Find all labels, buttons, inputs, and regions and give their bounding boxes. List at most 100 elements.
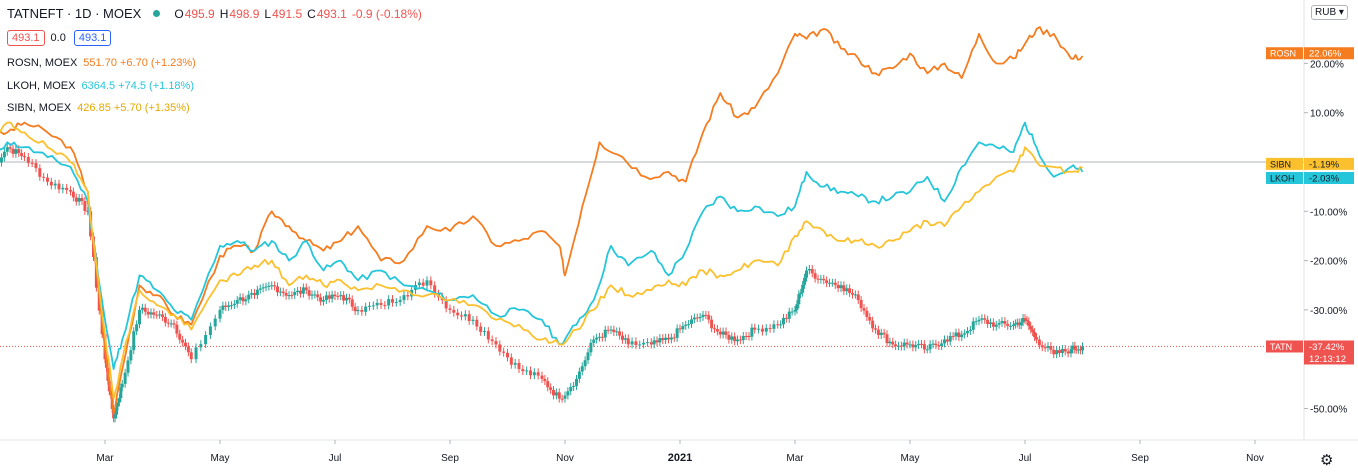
- tatn-candle: [155, 314, 159, 316]
- tatn-candle: [113, 414, 117, 419]
- tatn-candle: [897, 345, 900, 347]
- tatn-candle: [53, 183, 57, 186]
- open-value: 495.9: [184, 6, 215, 21]
- tatn-candle: [383, 304, 387, 306]
- x-axis[interactable]: Mar May Jul Sep Nov 2021 Mar May Jul Sep Nov: [96, 440, 1264, 464]
- chevron-down-icon: ▾: [1338, 7, 1344, 18]
- tatn-candle: [828, 282, 831, 284]
- tatn-candle: [543, 378, 547, 382]
- open-label: O: [174, 6, 184, 21]
- tatn-candle: [678, 328, 682, 330]
- rosn-line: [0, 26, 1084, 415]
- tatn-candle: [753, 327, 757, 330]
- lkoh-price-tag: LKOH -2.03%: [1266, 172, 1354, 185]
- x-tick-label: May: [901, 453, 920, 464]
- tatn-candle: [11, 148, 15, 154]
- tatn-candle: [822, 278, 826, 281]
- tatn-candle: [1040, 345, 1044, 348]
- tatn-candle: [879, 332, 883, 336]
- tatn-candle: [208, 326, 212, 336]
- symbol-title[interactable]: TATNEFT · 1D · MOEX: [7, 6, 142, 21]
- sell-button[interactable]: 493.1: [7, 30, 45, 46]
- tatn-candle: [14, 149, 18, 154]
- tatn-candle: [186, 346, 190, 353]
- tatn-candle: [715, 329, 719, 332]
- tatn-candle: [509, 357, 513, 365]
- tatn-candle: [23, 156, 26, 158]
- tatn-candle: [38, 168, 42, 177]
- currency-selector[interactable]: RUB ▾: [1311, 5, 1348, 20]
- tatn-candle: [977, 319, 981, 322]
- tatn-candle: [664, 337, 668, 341]
- tatn-candle: [8, 147, 12, 149]
- tatn-candle: [902, 342, 906, 347]
- tatn-candle: [598, 336, 601, 338]
- low-value: 491.5: [272, 6, 303, 21]
- close-value: 493.1: [316, 6, 347, 21]
- symbol-header[interactable]: TATNEFT · 1D · MOEX O495.9 H498.9 L491.5…: [7, 6, 422, 21]
- tatn-candle: [513, 362, 517, 365]
- y-tick-label: -50.00%: [1310, 405, 1347, 416]
- tatn-candle: [20, 153, 24, 157]
- tatn-candle: [322, 300, 325, 302]
- tatn-candle: [642, 342, 646, 345]
- tatn-candle: [839, 285, 843, 289]
- tatn-candle: [166, 322, 170, 324]
- rosn-tag-value: 22.06%: [1309, 49, 1342, 60]
- tatn-candle: [34, 163, 38, 169]
- tatn-candle: [704, 314, 708, 316]
- legend-name: ROSN, MOEX: [7, 57, 78, 69]
- high-value: 498.9: [229, 6, 260, 21]
- tatn-candle: [444, 300, 448, 309]
- tatn-candle: [727, 334, 731, 340]
- tatn-candle: [819, 278, 823, 280]
- tatn-candle: [1077, 349, 1081, 351]
- tatn-candle: [560, 398, 564, 400]
- tatn-candle: [1015, 322, 1019, 324]
- tatn-candle: [244, 299, 248, 302]
- tatn-candle: [26, 157, 30, 163]
- tatn-candle: [460, 315, 463, 317]
- tatn-candle: [1060, 348, 1064, 354]
- legend-item-lkoh[interactable]: LKOH, MOEX 6364.5 +74.5 (+1.18%): [7, 80, 194, 92]
- buy-button[interactable]: 493.1: [73, 30, 112, 46]
- tatn-candle: [871, 320, 875, 329]
- tatn-candle: [452, 309, 456, 313]
- rosn-tag-name-bg: [1266, 47, 1303, 60]
- tatn-candle: [768, 328, 772, 330]
- rosn-price-tag: ROSN 22.06%: [1266, 47, 1354, 60]
- tatn-candle: [842, 285, 846, 292]
- x-tick-label: Mar: [96, 453, 114, 464]
- tatn-candle: [1009, 325, 1013, 327]
- legend-item-sibn[interactable]: SIBN, MOEX 426.85 +5.70 (+1.35%): [7, 102, 190, 114]
- tatn-candle: [1049, 346, 1053, 350]
- tatn-candle: [692, 317, 696, 320]
- gear-icon[interactable]: ⚙: [1320, 452, 1334, 469]
- y-tick-label: -20.00%: [1310, 257, 1347, 268]
- tatn-candle: [1000, 321, 1004, 324]
- tatn-tag-label: TATN: [1270, 342, 1292, 352]
- tatn-candle: [479, 326, 483, 332]
- tatn-candle: [859, 300, 863, 309]
- tatn-candle: [77, 197, 81, 202]
- tatn-candle: [152, 312, 156, 315]
- tatn-candle: [86, 211, 90, 213]
- tatn-candle: [304, 287, 308, 291]
- x-tick-label: Sep: [441, 453, 459, 464]
- tatn-candle: [1063, 348, 1067, 352]
- x-tick-label: Jul: [1019, 453, 1032, 464]
- tatn-candle: [1035, 337, 1038, 340]
- tatn-candle: [772, 324, 776, 329]
- tatn-candle: [126, 360, 130, 373]
- tatn-candle: [968, 329, 972, 332]
- tatn-candle: [330, 294, 334, 299]
- lkoh-tag-value-bg: [1304, 172, 1354, 185]
- rosn-tag-value-bg: [1304, 47, 1354, 60]
- trade-buttons: 493.1 0.0 493.1: [7, 30, 117, 46]
- tatn-candle: [356, 309, 360, 312]
- tatn-candle: [1052, 349, 1056, 355]
- tatn-candle: [658, 338, 662, 343]
- legend-item-rosn[interactable]: ROSN, MOEX 551.70 +6.70 (+1.23%): [7, 57, 196, 69]
- tatn-candle: [1033, 332, 1037, 338]
